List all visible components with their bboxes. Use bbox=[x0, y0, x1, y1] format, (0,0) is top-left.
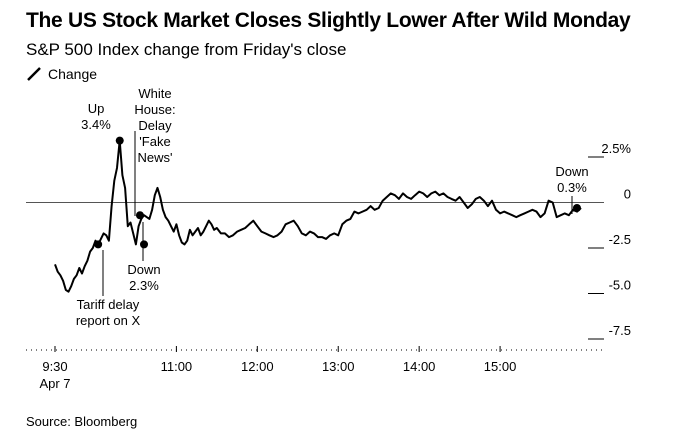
x-tick-sublabel: Apr 7 bbox=[39, 376, 70, 391]
annotation-label: Delay bbox=[138, 118, 172, 133]
annotation-marker bbox=[140, 240, 149, 249]
annotation-label: report on X bbox=[76, 313, 141, 328]
annotation-label: White bbox=[138, 86, 171, 101]
y-tick-label: -2.5 bbox=[609, 232, 631, 247]
annotation-label: Tariff delay bbox=[77, 297, 140, 312]
chart-source: Source: Bloomberg bbox=[26, 414, 138, 429]
annotation-label: News' bbox=[138, 150, 173, 165]
x-tick-label: 11:00 bbox=[161, 359, 193, 374]
annotation-marker bbox=[135, 211, 144, 220]
annotation-label: 'Fake bbox=[139, 134, 170, 149]
chart-subtitle: S&P 500 Index change from Friday's close bbox=[26, 40, 347, 59]
annotation-label: Down bbox=[555, 164, 588, 179]
annotation-marker bbox=[572, 203, 581, 212]
legend-swatch-icon bbox=[27, 67, 41, 81]
y-tick-label: 0 bbox=[624, 187, 631, 202]
y-tick-label: -5.0 bbox=[609, 278, 631, 293]
annotation-label: 3.4% bbox=[81, 117, 111, 132]
annotation-label: 2.3% bbox=[129, 278, 159, 293]
x-tick-label: 12:00 bbox=[241, 359, 274, 374]
x-tick-label: 15:00 bbox=[484, 359, 517, 374]
series-line-change bbox=[54, 139, 582, 293]
annotation-label: 0.3% bbox=[557, 180, 587, 195]
chart-title: The US Stock Market Closes Slightly Lowe… bbox=[26, 9, 631, 32]
annotation-marker bbox=[94, 240, 103, 249]
annotation-marker bbox=[115, 136, 124, 145]
y-tick-label: 2.5% bbox=[601, 141, 631, 156]
y-tick-label: -7.5 bbox=[609, 323, 631, 338]
x-tick-label: 13:00 bbox=[322, 359, 355, 374]
x-tick-label: 14:00 bbox=[403, 359, 436, 374]
annotation-label: Down bbox=[127, 262, 160, 277]
annotation-label: House: bbox=[134, 102, 175, 117]
x-tick-label: 9:30 bbox=[42, 359, 67, 374]
chart-legend: Change bbox=[26, 66, 97, 82]
annotation-label: Up bbox=[88, 101, 105, 116]
legend-label: Change bbox=[48, 66, 98, 82]
